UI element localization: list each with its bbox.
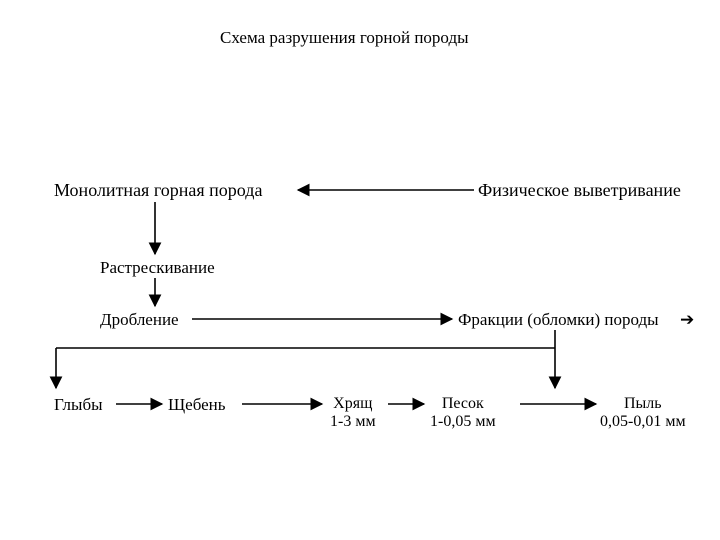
node-hryash-size: 1-3 мм (330, 413, 376, 430)
node-pyl-size: 0,05-0,01 мм (600, 413, 686, 430)
node-phys-weathering: Физическое выветривание (478, 180, 681, 201)
node-crushing: Дробление (100, 310, 179, 330)
node-hryash-label: Хрящ (333, 395, 372, 412)
node-fractions-continue-glyph: ➔ (680, 310, 694, 330)
node-pyl: Пыль 0,05-0,01 мм (600, 395, 686, 432)
node-scheben: Щебень (168, 395, 226, 415)
node-monolith: Монолитная горная порода (54, 180, 262, 201)
diagram-canvas: Схема разрушения горной породы Монолитна… (0, 0, 720, 540)
node-glyby: Глыбы (54, 395, 103, 415)
node-pesok-size: 1-0,05 мм (430, 413, 496, 430)
node-cracking: Растрескивание (100, 258, 215, 278)
node-pesok-label: Песок (442, 395, 484, 412)
node-hryash: Хрящ 1-3 мм (330, 395, 376, 432)
node-pesok: Песок 1-0,05 мм (430, 395, 496, 432)
node-fractions: Фракции (обломки) породы (458, 310, 659, 330)
diagram-title: Схема разрушения горной породы (220, 28, 469, 48)
node-pyl-label: Пыль (624, 395, 662, 412)
